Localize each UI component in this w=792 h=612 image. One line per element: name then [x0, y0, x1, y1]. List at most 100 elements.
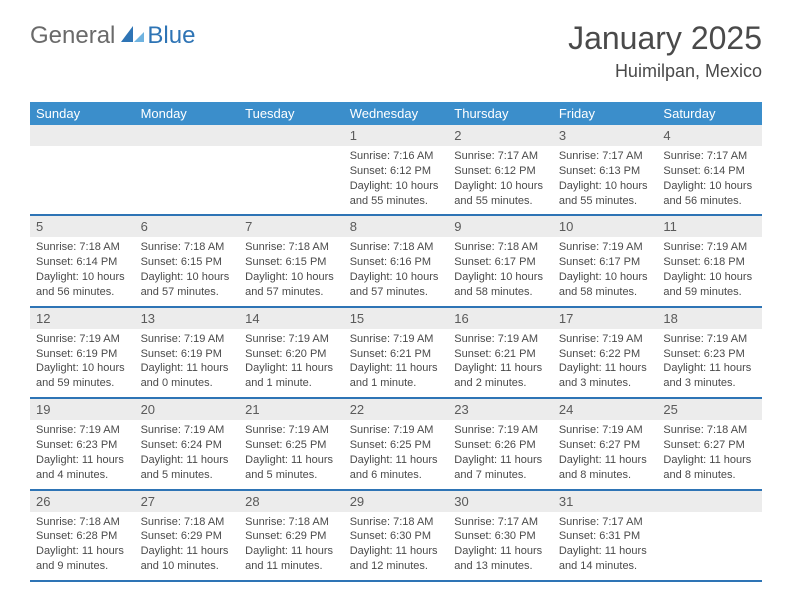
- sunset-text: Sunset: 6:14 PM: [663, 164, 756, 179]
- daylight-text: Daylight: 10 hours and 57 minutes.: [350, 270, 443, 300]
- day-body: Sunrise: 7:19 AMSunset: 6:23 PMDaylight:…: [30, 420, 135, 488]
- day-number: 24: [553, 399, 658, 420]
- sunset-text: Sunset: 6:17 PM: [559, 255, 652, 270]
- daylight-text: Daylight: 10 hours and 55 minutes.: [350, 179, 443, 209]
- location: Huimilpan, Mexico: [568, 61, 762, 82]
- sunrise-text: Sunrise: 7:19 AM: [350, 423, 443, 438]
- sunrise-text: Sunrise: 7:17 AM: [454, 149, 547, 164]
- sunrise-text: Sunrise: 7:17 AM: [559, 515, 652, 530]
- day-cell: [135, 125, 240, 214]
- daylight-text: Daylight: 10 hours and 58 minutes.: [559, 270, 652, 300]
- day-body: Sunrise: 7:19 AMSunset: 6:19 PMDaylight:…: [30, 329, 135, 397]
- day-number: 7: [239, 216, 344, 237]
- day-body: Sunrise: 7:19 AMSunset: 6:27 PMDaylight:…: [553, 420, 658, 488]
- daylight-text: Daylight: 11 hours and 12 minutes.: [350, 544, 443, 574]
- sunrise-text: Sunrise: 7:17 AM: [454, 515, 547, 530]
- day-body: Sunrise: 7:19 AMSunset: 6:24 PMDaylight:…: [135, 420, 240, 488]
- day-number: 25: [657, 399, 762, 420]
- sunset-text: Sunset: 6:22 PM: [559, 347, 652, 362]
- day-body: Sunrise: 7:19 AMSunset: 6:20 PMDaylight:…: [239, 329, 344, 397]
- sunrise-text: Sunrise: 7:19 AM: [559, 423, 652, 438]
- day-body: Sunrise: 7:17 AMSunset: 6:12 PMDaylight:…: [448, 146, 553, 214]
- day-number: 11: [657, 216, 762, 237]
- day-number: 31: [553, 491, 658, 512]
- day-cell: 21Sunrise: 7:19 AMSunset: 6:25 PMDayligh…: [239, 399, 344, 488]
- sunrise-text: Sunrise: 7:19 AM: [245, 423, 338, 438]
- sunset-text: Sunset: 6:14 PM: [36, 255, 129, 270]
- day-cell: [239, 125, 344, 214]
- day-number: 18: [657, 308, 762, 329]
- sunset-text: Sunset: 6:28 PM: [36, 529, 129, 544]
- day-number: 3: [553, 125, 658, 146]
- day-cell: 28Sunrise: 7:18 AMSunset: 6:29 PMDayligh…: [239, 491, 344, 580]
- sunrise-text: Sunrise: 7:18 AM: [350, 240, 443, 255]
- day-cell: 30Sunrise: 7:17 AMSunset: 6:30 PMDayligh…: [448, 491, 553, 580]
- sunset-text: Sunset: 6:27 PM: [663, 438, 756, 453]
- day-body: Sunrise: 7:18 AMSunset: 6:14 PMDaylight:…: [30, 237, 135, 305]
- daylight-text: Daylight: 11 hours and 7 minutes.: [454, 453, 547, 483]
- day-cell: 26Sunrise: 7:18 AMSunset: 6:28 PMDayligh…: [30, 491, 135, 580]
- day-number: 12: [30, 308, 135, 329]
- day-body: Sunrise: 7:17 AMSunset: 6:13 PMDaylight:…: [553, 146, 658, 214]
- daylight-text: Daylight: 11 hours and 8 minutes.: [663, 453, 756, 483]
- daylight-text: Daylight: 11 hours and 5 minutes.: [245, 453, 338, 483]
- day-cell: 17Sunrise: 7:19 AMSunset: 6:22 PMDayligh…: [553, 308, 658, 397]
- daylight-text: Daylight: 11 hours and 5 minutes.: [141, 453, 234, 483]
- day-cell: 10Sunrise: 7:19 AMSunset: 6:17 PMDayligh…: [553, 216, 658, 305]
- sunrise-text: Sunrise: 7:18 AM: [141, 240, 234, 255]
- day-body: Sunrise: 7:18 AMSunset: 6:17 PMDaylight:…: [448, 237, 553, 305]
- day-cell: 11Sunrise: 7:19 AMSunset: 6:18 PMDayligh…: [657, 216, 762, 305]
- daylight-text: Daylight: 10 hours and 57 minutes.: [245, 270, 338, 300]
- day-number: 20: [135, 399, 240, 420]
- day-body: Sunrise: 7:19 AMSunset: 6:17 PMDaylight:…: [553, 237, 658, 305]
- sunrise-text: Sunrise: 7:19 AM: [663, 240, 756, 255]
- day-number: 27: [135, 491, 240, 512]
- sunrise-text: Sunrise: 7:16 AM: [350, 149, 443, 164]
- sunset-text: Sunset: 6:29 PM: [245, 529, 338, 544]
- daylight-text: Daylight: 11 hours and 3 minutes.: [663, 361, 756, 391]
- weekday-thursday: Thursday: [448, 102, 553, 125]
- sunrise-text: Sunrise: 7:17 AM: [663, 149, 756, 164]
- sail-icon: [119, 24, 145, 49]
- day-body: Sunrise: 7:17 AMSunset: 6:30 PMDaylight:…: [448, 512, 553, 580]
- daylight-text: Daylight: 11 hours and 9 minutes.: [36, 544, 129, 574]
- day-cell: 14Sunrise: 7:19 AMSunset: 6:20 PMDayligh…: [239, 308, 344, 397]
- day-cell: 16Sunrise: 7:19 AMSunset: 6:21 PMDayligh…: [448, 308, 553, 397]
- day-cell: 31Sunrise: 7:17 AMSunset: 6:31 PMDayligh…: [553, 491, 658, 580]
- day-body: Sunrise: 7:19 AMSunset: 6:25 PMDaylight:…: [344, 420, 449, 488]
- weekday-wednesday: Wednesday: [344, 102, 449, 125]
- daylight-text: Daylight: 10 hours and 59 minutes.: [663, 270, 756, 300]
- day-number: 1: [344, 125, 449, 146]
- sunrise-text: Sunrise: 7:19 AM: [559, 332, 652, 347]
- sunset-text: Sunset: 6:30 PM: [350, 529, 443, 544]
- logo-text-blue: Blue: [147, 22, 195, 50]
- sunset-text: Sunset: 6:15 PM: [141, 255, 234, 270]
- day-body: Sunrise: 7:17 AMSunset: 6:31 PMDaylight:…: [553, 512, 658, 580]
- day-cell: 23Sunrise: 7:19 AMSunset: 6:26 PMDayligh…: [448, 399, 553, 488]
- sunrise-text: Sunrise: 7:18 AM: [350, 515, 443, 530]
- sunset-text: Sunset: 6:25 PM: [350, 438, 443, 453]
- day-number: [657, 491, 762, 512]
- daylight-text: Daylight: 10 hours and 55 minutes.: [559, 179, 652, 209]
- sunrise-text: Sunrise: 7:18 AM: [36, 515, 129, 530]
- sunrise-text: Sunrise: 7:18 AM: [36, 240, 129, 255]
- sunset-text: Sunset: 6:16 PM: [350, 255, 443, 270]
- day-number: 2: [448, 125, 553, 146]
- sunset-text: Sunset: 6:27 PM: [559, 438, 652, 453]
- daylight-text: Daylight: 11 hours and 4 minutes.: [36, 453, 129, 483]
- sunset-text: Sunset: 6:25 PM: [245, 438, 338, 453]
- day-number: 14: [239, 308, 344, 329]
- weekday-monday: Monday: [135, 102, 240, 125]
- daylight-text: Daylight: 10 hours and 56 minutes.: [663, 179, 756, 209]
- sunset-text: Sunset: 6:13 PM: [559, 164, 652, 179]
- day-cell: 19Sunrise: 7:19 AMSunset: 6:23 PMDayligh…: [30, 399, 135, 488]
- day-number: 8: [344, 216, 449, 237]
- day-body: Sunrise: 7:17 AMSunset: 6:14 PMDaylight:…: [657, 146, 762, 214]
- sunrise-text: Sunrise: 7:19 AM: [663, 332, 756, 347]
- day-body: Sunrise: 7:18 AMSunset: 6:29 PMDaylight:…: [135, 512, 240, 580]
- sunrise-text: Sunrise: 7:19 AM: [36, 332, 129, 347]
- day-body: Sunrise: 7:19 AMSunset: 6:19 PMDaylight:…: [135, 329, 240, 397]
- sunset-text: Sunset: 6:12 PM: [350, 164, 443, 179]
- sunset-text: Sunset: 6:15 PM: [245, 255, 338, 270]
- weekday-sunday: Sunday: [30, 102, 135, 125]
